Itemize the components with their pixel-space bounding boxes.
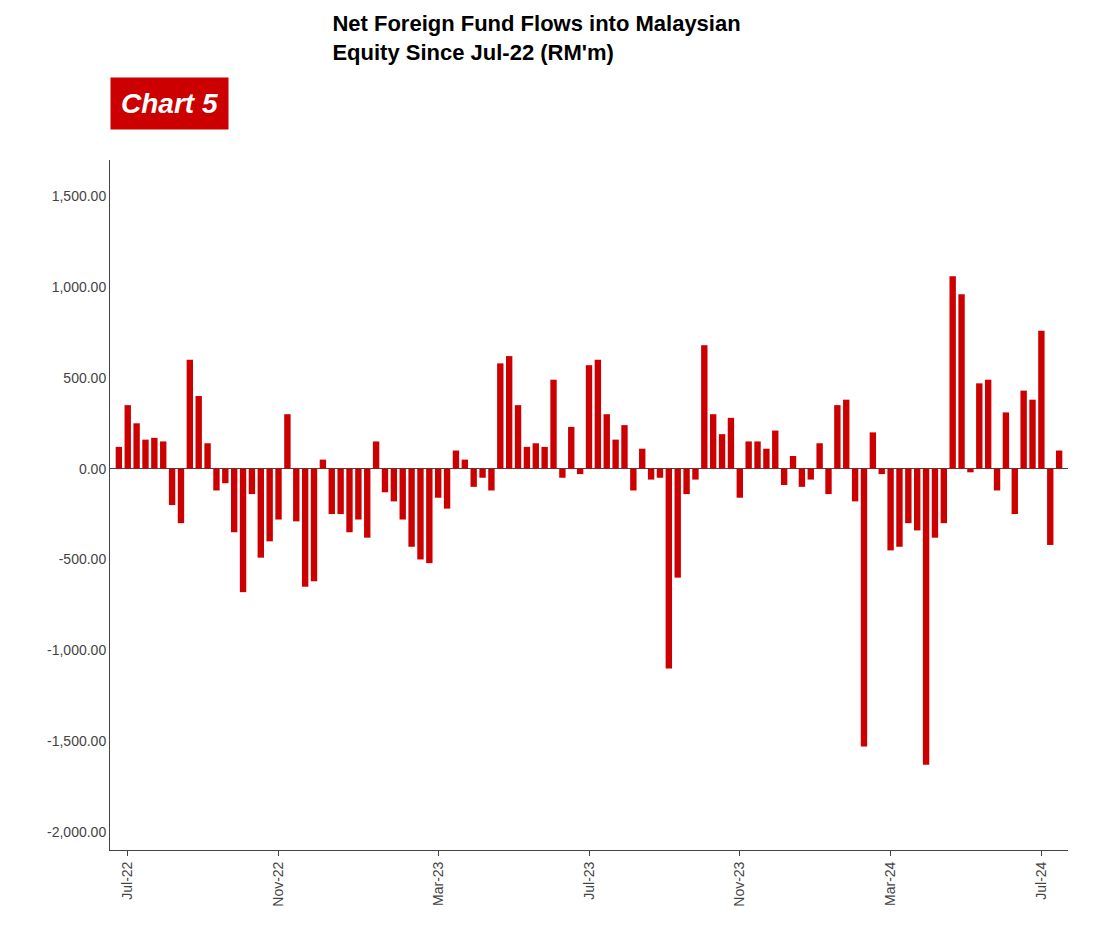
svg-text:Net Foreign Fund Flows into Ma: Net Foreign Fund Flows into MalaysianEqu… (332, 11, 740, 65)
svg-text:0.00: 0.00 (79, 461, 106, 477)
svg-text:1,500.00: 1,500.00 (52, 188, 107, 204)
svg-text:Jul-22: Jul-22 (119, 861, 135, 899)
svg-text:-2,000.00: -2,000.00 (47, 824, 106, 840)
svg-text:-500.00: -500.00 (59, 551, 107, 567)
svg-text:Mar-24: Mar-24 (882, 861, 898, 906)
svg-text:Jul-24: Jul-24 (1033, 861, 1049, 899)
svg-text:-1,000.00: -1,000.00 (47, 642, 106, 658)
svg-text:Jul-23: Jul-23 (581, 861, 597, 899)
svg-text:-1,500.00: -1,500.00 (47, 733, 106, 749)
svg-text:500.00: 500.00 (63, 370, 106, 386)
svg-text:Mar-23: Mar-23 (430, 861, 446, 906)
svg-text:1,000.00: 1,000.00 (52, 279, 107, 295)
svg-text:Chart 5: Chart 5 (121, 88, 218, 119)
svg-text:Nov-23: Nov-23 (731, 861, 747, 906)
svg-text:Nov-22: Nov-22 (270, 861, 286, 906)
